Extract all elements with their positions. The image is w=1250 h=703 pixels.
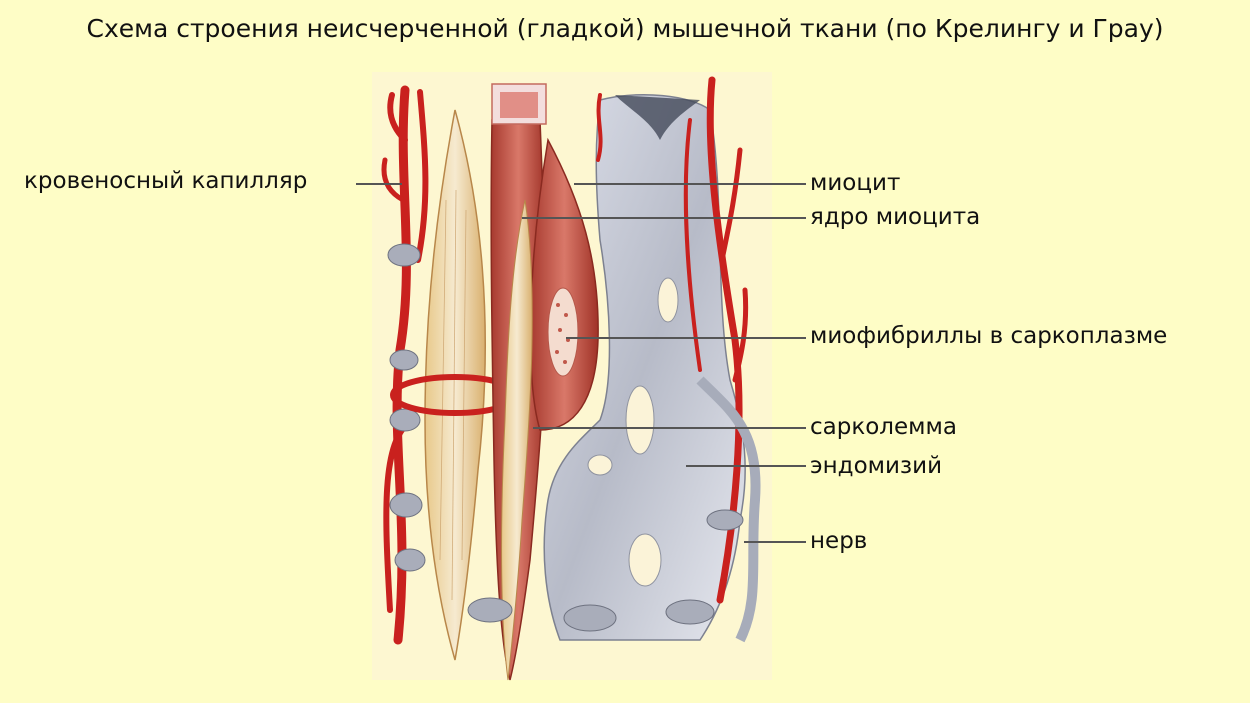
page-title: Схема строения неисчерченной (гладкой) м… (86, 14, 1164, 43)
connective-nodes-left (387, 243, 426, 572)
label-sarcolemma: сарколемма (810, 414, 957, 440)
myocyte-pale (424, 109, 487, 661)
leader-lines (356, 183, 806, 543)
endomysium-gaps (587, 277, 679, 587)
label-endomysium: эндомизий (810, 453, 943, 479)
label-nerve: нерв (810, 528, 868, 554)
connective-nodes-bottom (467, 509, 744, 632)
label-myocyte: миоцит (810, 170, 901, 196)
myocyte-nucleus (547, 287, 579, 377)
label-nucleus: ядро миоцита (810, 204, 981, 230)
label-capillary: кровеносный капилляр (24, 168, 308, 194)
nerve (696, 376, 761, 643)
myocyte-pale-2 (501, 199, 533, 681)
label-myofibrils: миофибриллы в саркоплазме (810, 323, 1168, 349)
